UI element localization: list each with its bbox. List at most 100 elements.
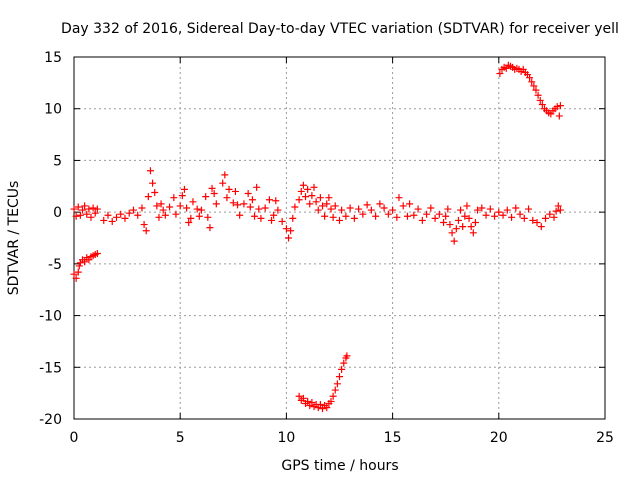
- data-point: [329, 392, 337, 400]
- data-point: [142, 227, 150, 235]
- data-point: [302, 193, 310, 201]
- chart-title: Day 332 of 2016, Sidereal Day-to-day VTE…: [61, 21, 619, 37]
- data-point: [552, 207, 560, 215]
- data-point: [308, 192, 316, 200]
- data-point: [550, 213, 558, 221]
- data-point: [471, 218, 479, 226]
- data-point: [526, 74, 534, 82]
- x-tick-labels: 0 5 10 15 20 25: [70, 430, 614, 446]
- x-tick-label: 15: [384, 430, 402, 446]
- data-point: [100, 216, 108, 224]
- plot-frame: [73, 56, 606, 420]
- data-point: [81, 258, 89, 266]
- data-point: [161, 211, 169, 219]
- data-point: [338, 365, 346, 373]
- data-point: [72, 212, 80, 220]
- data-point: [323, 404, 331, 412]
- data-point: [350, 214, 358, 222]
- data-point: [274, 206, 282, 214]
- data-point: [457, 206, 465, 214]
- data-point: [556, 102, 564, 110]
- data-point: [342, 212, 350, 220]
- y-axis-label: SDTVAR / TECUs: [6, 181, 22, 296]
- data-point: [261, 204, 269, 212]
- data-point: [316, 194, 324, 202]
- data-point: [151, 188, 159, 196]
- data-point: [89, 204, 97, 212]
- data-point: [454, 216, 462, 224]
- data-point: [210, 190, 218, 198]
- grid-lines: [74, 57, 605, 419]
- data-point: [310, 183, 318, 191]
- data-point: [74, 203, 82, 211]
- data-point: [482, 211, 490, 219]
- data-point: [195, 212, 203, 220]
- data-point: [427, 204, 435, 212]
- data-point: [193, 205, 201, 213]
- data-point: [331, 386, 339, 394]
- data-point: [338, 206, 346, 214]
- data-point: [399, 202, 407, 210]
- data-point: [234, 201, 242, 209]
- data-point: [530, 82, 538, 90]
- data-point: [129, 206, 137, 214]
- data-point: [467, 223, 475, 231]
- data-point: [278, 217, 286, 225]
- data-point: [248, 196, 256, 204]
- data-markers: [70, 61, 564, 413]
- data-point: [178, 192, 186, 200]
- data-point: [469, 229, 477, 237]
- data-point: [221, 171, 229, 179]
- data-point: [414, 205, 422, 213]
- data-point: [287, 227, 295, 235]
- data-point: [372, 212, 380, 220]
- data-point: [285, 234, 293, 242]
- data-point: [189, 198, 197, 206]
- data-point: [138, 204, 146, 212]
- data-point: [442, 212, 450, 220]
- data-point: [525, 205, 533, 213]
- data-point: [149, 179, 157, 187]
- data-point: [459, 223, 467, 231]
- data-point: [70, 205, 78, 213]
- data-point: [536, 96, 544, 104]
- x-axis-label: GPS time / hours: [281, 458, 398, 474]
- data-point: [212, 200, 220, 208]
- data-point: [153, 202, 161, 210]
- data-point: [240, 200, 248, 208]
- data-point: [76, 211, 84, 219]
- data-point: [125, 209, 133, 217]
- data-point: [265, 196, 273, 204]
- data-point: [117, 210, 125, 218]
- data-point: [204, 213, 212, 221]
- data-point: [244, 190, 252, 198]
- data-point: [170, 194, 178, 202]
- data-point: [304, 397, 312, 405]
- data-point: [323, 200, 331, 208]
- data-point: [555, 112, 563, 120]
- data-point: [461, 212, 469, 220]
- data-point: [534, 91, 542, 99]
- data-point: [202, 193, 210, 201]
- data-point: [304, 185, 312, 193]
- data-point: [463, 202, 471, 210]
- data-point: [343, 352, 351, 360]
- data-point: [208, 184, 216, 192]
- data-point: [331, 202, 339, 210]
- axis-ticks: [73, 56, 606, 420]
- x-tick-label: 0: [70, 430, 79, 446]
- x-tick-label: 20: [490, 430, 508, 446]
- data-point: [146, 167, 154, 175]
- y-tick-label: -20: [39, 412, 62, 428]
- data-point: [542, 214, 550, 222]
- data-point: [340, 359, 348, 367]
- data-point: [104, 211, 112, 219]
- data-point: [155, 213, 163, 221]
- x-tick-label: 5: [176, 430, 185, 446]
- data-point: [206, 224, 214, 232]
- data-point: [325, 194, 333, 202]
- data-point: [418, 216, 426, 224]
- data-point: [435, 210, 443, 218]
- data-point: [140, 221, 148, 229]
